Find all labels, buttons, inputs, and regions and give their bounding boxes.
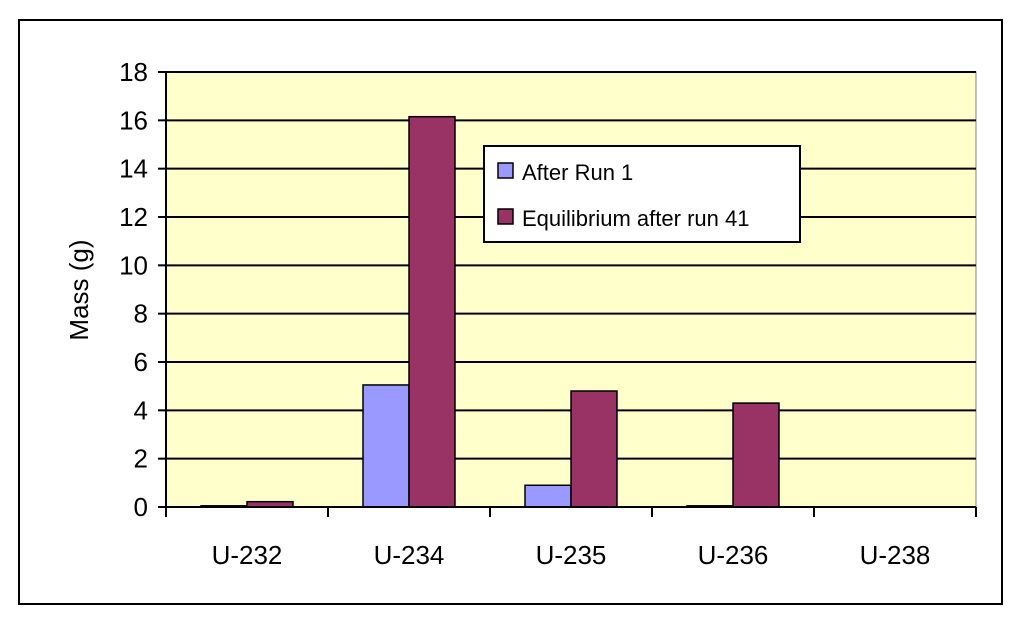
y-tick-label: 12 — [119, 202, 148, 232]
legend-swatch — [497, 208, 514, 225]
y-tick-label: 0 — [134, 492, 148, 522]
x-tick-label: U-235 — [536, 540, 607, 570]
legend-swatch — [497, 162, 514, 179]
x-tick-label: U-236 — [698, 540, 769, 570]
legend-box — [483, 145, 801, 243]
y-tick-label: 4 — [134, 395, 148, 425]
y-tick-label: 18 — [119, 57, 148, 87]
legend-label: Equilibrium after run 41 — [522, 206, 749, 231]
y-axis-label: Mass (g) — [64, 239, 94, 340]
y-tick-label: 8 — [134, 299, 148, 329]
y-tick-label: 6 — [134, 347, 148, 377]
x-tick-label: U-234 — [374, 540, 445, 570]
y-tick-label: 14 — [119, 154, 148, 184]
x-tick-labels: U-232 U-234 U-235 U-236 U-238 — [212, 540, 931, 570]
legend: After Run 1 Equilibrium after run 41 — [483, 145, 801, 243]
y-tick-labels: 0 2 4 6 8 10 12 14 16 18 — [119, 57, 148, 522]
bars — [200, 115, 780, 508]
bar — [408, 115, 456, 508]
bar — [362, 384, 410, 508]
bar — [732, 402, 780, 508]
y-tick-label: 10 — [119, 250, 148, 280]
y-tick-label: 2 — [134, 444, 148, 474]
y-tick-label: 16 — [119, 105, 148, 135]
x-tick-label: U-238 — [860, 540, 931, 570]
bar — [524, 484, 572, 508]
x-tick-label: U-232 — [212, 540, 283, 570]
legend-label: After Run 1 — [522, 160, 633, 185]
bar — [570, 390, 618, 508]
axes — [158, 71, 977, 517]
